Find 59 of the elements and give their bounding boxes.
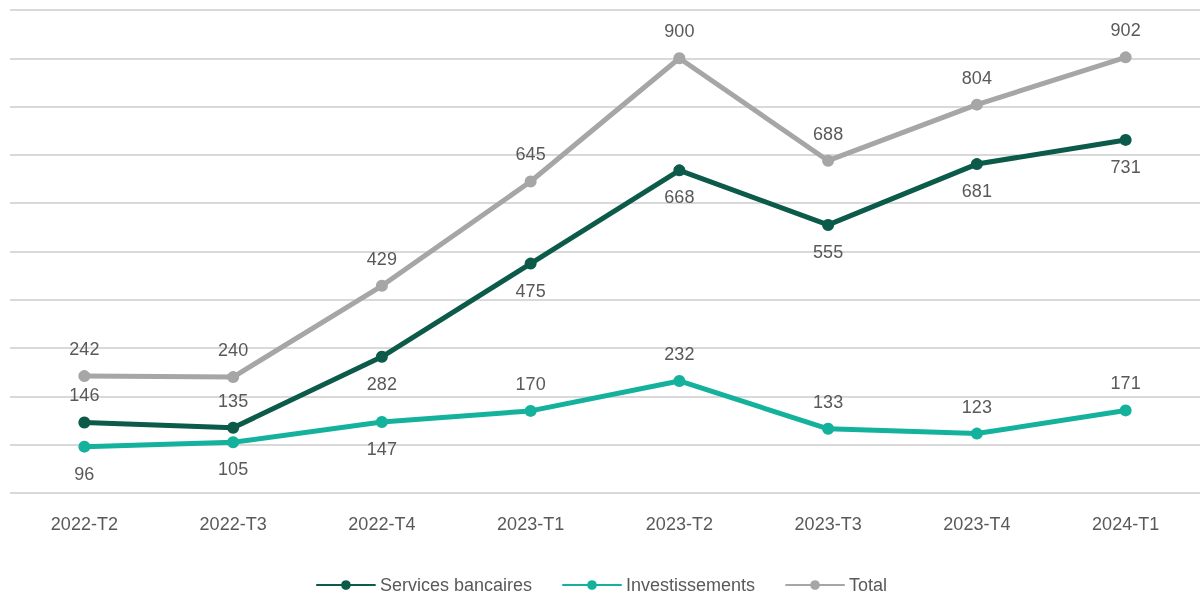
- point: [524, 404, 537, 417]
- data-label: 429: [366, 248, 397, 269]
- point: [673, 52, 686, 65]
- point: [375, 350, 388, 363]
- point: [375, 416, 388, 428]
- legend-label: Services bancaires: [379, 575, 533, 595]
- data-label: 555: [813, 241, 844, 262]
- point: [78, 416, 91, 429]
- point: [822, 218, 835, 231]
- x-tick-label: 2023-T4: [943, 514, 1011, 534]
- x-tick-label: 2022-T3: [199, 514, 267, 534]
- data-label: 170: [515, 373, 546, 394]
- data-label: 133: [813, 391, 844, 412]
- point: [970, 98, 983, 111]
- data-label: 475: [515, 280, 546, 301]
- point: [524, 175, 537, 188]
- data-label: 135: [218, 390, 249, 411]
- data-label: 900: [664, 21, 695, 42]
- x-tick-label: 2024-T1: [1092, 514, 1160, 534]
- point: [1119, 133, 1132, 146]
- point: [970, 427, 983, 440]
- data-label: 731: [1110, 156, 1141, 177]
- data-label: 240: [218, 340, 249, 361]
- point: [78, 370, 91, 383]
- point: [227, 371, 240, 384]
- point: [78, 440, 91, 453]
- point: [227, 421, 240, 434]
- x-tick-label: 2023-T3: [794, 514, 862, 534]
- point: [970, 158, 983, 171]
- point: [227, 436, 240, 449]
- point: [673, 164, 686, 177]
- data-label: 96: [74, 463, 95, 484]
- data-label: 232: [664, 343, 695, 364]
- legend-label: Total: [849, 575, 888, 595]
- x-tick-label: 2022-T2: [50, 514, 118, 534]
- point: [524, 257, 537, 270]
- point: [1119, 51, 1132, 64]
- data-label: 171: [1110, 373, 1141, 394]
- data-label: 147: [366, 439, 397, 459]
- point: [375, 279, 388, 292]
- x-tick-label: 2023-T1: [497, 514, 565, 534]
- data-label: 688: [813, 123, 844, 144]
- data-label: 105: [218, 459, 249, 480]
- point: [1119, 404, 1132, 417]
- data-label: 681: [961, 181, 992, 202]
- data-label: 282: [366, 373, 397, 394]
- legend-label: Investissements: [626, 575, 756, 595]
- data-label: 902: [1110, 20, 1141, 41]
- point: [822, 422, 835, 435]
- data-label: 645: [515, 144, 546, 165]
- point: [673, 374, 686, 387]
- data-label: 804: [961, 67, 992, 88]
- data-label: 123: [961, 396, 992, 417]
- x-tick-label: 2022-T4: [348, 514, 416, 534]
- data-label: 146: [69, 385, 100, 406]
- x-tick-label: 2023-T2: [645, 514, 713, 534]
- data-label: 242: [69, 339, 100, 360]
- data-label: 668: [664, 187, 695, 208]
- point: [822, 154, 835, 167]
